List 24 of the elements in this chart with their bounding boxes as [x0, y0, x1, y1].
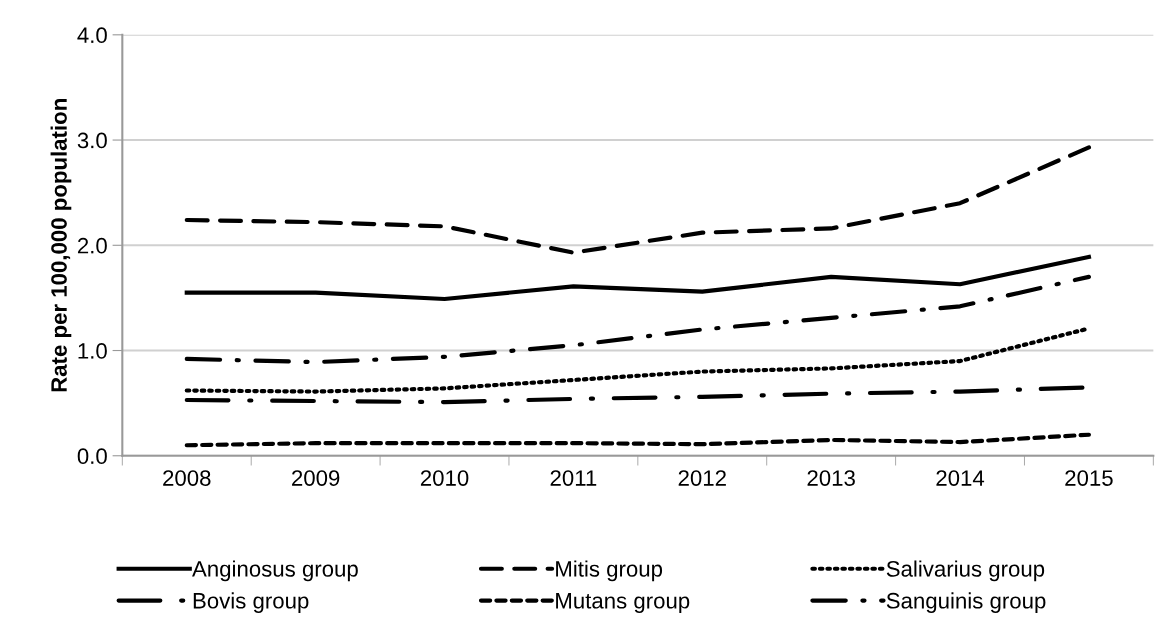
x-tick-label: 2011 — [550, 470, 597, 486]
y-tick-label: 2.0 — [77, 237, 107, 254]
x-tick-label: 2008 — [163, 470, 211, 486]
legend-label: Anginosus group — [192, 560, 358, 582]
y-tick-label: 0.0 — [77, 448, 107, 465]
y-tick-label: 1.0 — [78, 343, 107, 359]
legend-label: Mutans group — [556, 593, 690, 613]
line-series — [184, 432, 1091, 448]
y-tick-label: 3.0 — [77, 132, 107, 149]
legend-label: Sanguinis group — [886, 592, 1046, 613]
line-series — [184, 274, 1091, 365]
line-series — [184, 145, 1091, 255]
x-tick-label: 2012 — [678, 470, 726, 486]
y-axis-title: Rate per 100,000 population — [50, 99, 72, 392]
x-tick-label: 2010 — [420, 470, 469, 486]
x-tick-label: 2009 — [292, 470, 340, 486]
legend-label: Salivarius group — [886, 560, 1045, 582]
x-tick-label: 2015 — [1065, 470, 1113, 486]
line-series — [184, 254, 1091, 302]
x-tick-label: 2014 — [936, 470, 985, 486]
y-tick-label: 4.0 — [77, 27, 107, 44]
legend-label: Bovis group — [193, 592, 309, 613]
legend-label: Mitis group — [556, 560, 663, 582]
x-tick-label: 2013 — [807, 470, 855, 486]
